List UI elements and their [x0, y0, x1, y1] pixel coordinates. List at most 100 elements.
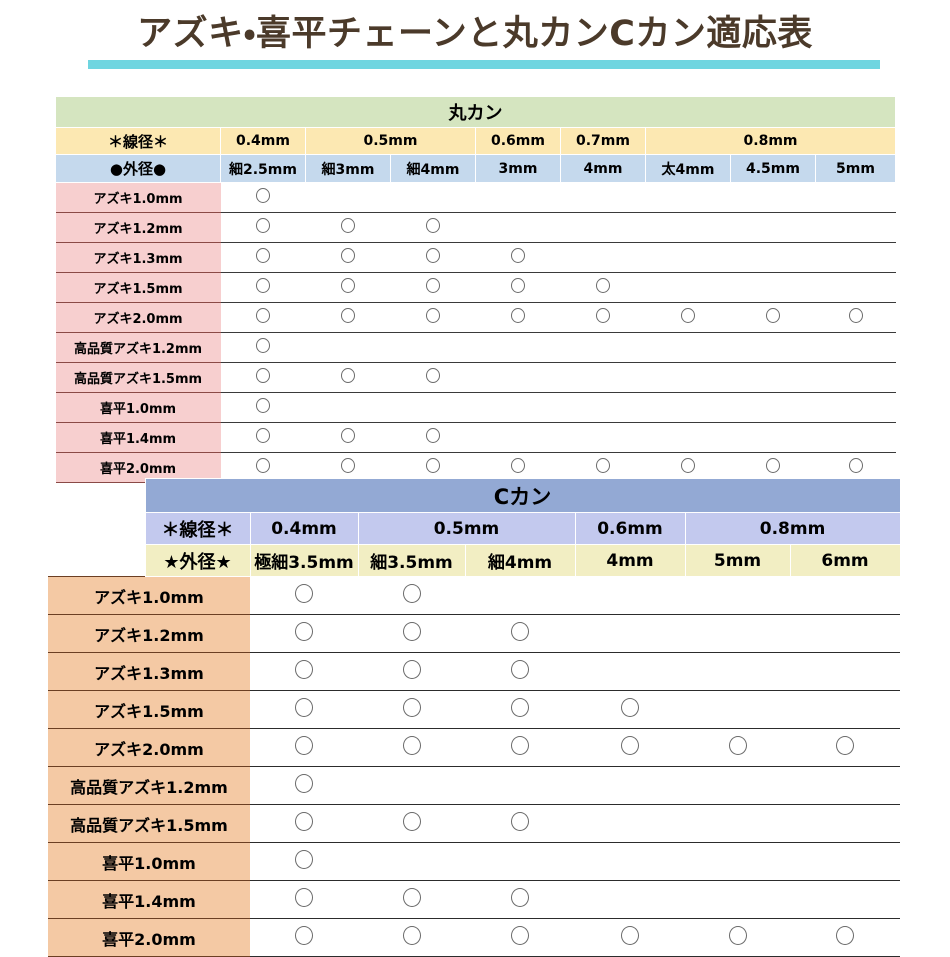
marukan-cell-r8-c5 [645, 422, 731, 453]
compatible-circle-icon [621, 698, 639, 717]
table-row: アズキ1.0mm [55, 182, 896, 213]
compatible-circle-icon [256, 218, 270, 233]
marukan-outer-diameter-2: 細4mm [390, 154, 476, 183]
compatible-circle-icon [256, 188, 270, 203]
ckan-cell-r2-c3 [575, 652, 685, 691]
table-row: アズキ1.5mm [55, 272, 896, 303]
ckan-row-label-3: アズキ1.5mm [48, 690, 250, 729]
ckan-cell-r5-c5 [790, 766, 901, 805]
ckan-wire-group-0: 0.4mm [249, 512, 359, 545]
table-row: 喜平1.4mm [55, 422, 896, 453]
table-row: アズキ1.5mm [48, 690, 901, 729]
marukan-cell-r4-c1 [305, 302, 391, 333]
ckan-cell-r7-c1 [358, 842, 465, 881]
ckan-cell-r6-c3 [575, 804, 685, 843]
ckan-wire-group-1: 0.5mm [357, 512, 576, 545]
ckan-cell-r9-c0 [250, 918, 358, 957]
compatible-circle-icon [256, 248, 270, 263]
compatible-circle-icon [295, 926, 313, 945]
marukan-cell-r1-c1 [305, 212, 391, 243]
marukan-cell-r9-c5 [645, 452, 731, 483]
compatible-circle-icon [511, 278, 525, 293]
marukan-cell-r0-c7 [815, 182, 896, 213]
compatible-circle-icon [511, 458, 525, 473]
ckan-cell-r2-c0 [250, 652, 358, 691]
compatible-circle-icon [511, 812, 529, 831]
compatible-circle-icon [728, 926, 747, 945]
ckan-row-label-0: アズキ1.0mm [48, 576, 250, 615]
ckan-cell-r5-c0 [250, 766, 358, 805]
compatible-circle-icon [341, 248, 355, 263]
ckan-cell-r1-c3 [575, 614, 685, 653]
compatible-circle-icon [295, 812, 313, 831]
ckan-cell-r3-c2 [465, 690, 575, 729]
marukan-outer-diameter-row: ●外径● 細2.5mm 細3mm 細4mm 3mm 4mm 太4mm 4.5mm 5mm [55, 154, 897, 183]
ckan-cell-r1-c4 [685, 614, 790, 653]
ckan-outer-diameter-4: 5mm [684, 544, 791, 577]
marukan-cell-r1-c6 [730, 212, 816, 243]
ckan-cell-r3-c3 [575, 690, 685, 729]
compatible-circle-icon [511, 622, 529, 641]
compatible-circle-icon [848, 308, 863, 323]
marukan-outer-diameter-0: 細2.5mm [220, 154, 306, 183]
ckan-outer-diameter-2: 細4mm [464, 544, 576, 577]
compatible-circle-icon [836, 736, 854, 755]
ckan-outer-diameter-3: 4mm [574, 544, 686, 577]
ckan-cell-r4-c2 [465, 728, 575, 767]
marukan-cell-r2-c1 [305, 242, 391, 273]
compatible-circle-icon [596, 308, 610, 323]
marukan-cell-r6-c2 [390, 362, 476, 393]
marukan-cell-r8-c1 [305, 422, 391, 453]
marukan-wire-diameter-label: ＊線径＊ [55, 127, 221, 155]
marukan-wire-diameter-row: ＊線径＊ 0.4mm 0.5mm 0.6mm 0.7mm 0.8mm [55, 127, 897, 155]
compatible-circle-icon [295, 774, 313, 793]
ckan-cell-r2-c5 [790, 652, 901, 691]
ckan-row-label-4: アズキ2.0mm [48, 728, 250, 767]
compatible-circle-icon [256, 428, 270, 443]
ckan-cell-r2-c2 [465, 652, 575, 691]
marukan-cell-r5-c2 [390, 332, 476, 363]
marukan-cell-r9-c7 [815, 452, 896, 483]
ckan-cell-r7-c4 [685, 842, 790, 881]
compatible-circle-icon [256, 368, 270, 383]
table-row: アズキ1.2mm [55, 212, 896, 243]
marukan-cell-r6-c7 [815, 362, 896, 393]
ckan-cell-r7-c3 [575, 842, 685, 881]
title-underline [88, 60, 880, 69]
compatible-circle-icon [295, 622, 313, 641]
marukan-wire-group-4: 0.8mm [644, 127, 897, 155]
marukan-cell-r5-c5 [645, 332, 731, 363]
marukan-outer-diameter-4: 4mm [560, 154, 646, 183]
marukan-cell-r3-c1 [305, 272, 391, 303]
marukan-cell-r4-c4 [560, 302, 646, 333]
ckan-row-label-7: 喜平1.0mm [48, 842, 250, 881]
ckan-cell-r3-c5 [790, 690, 901, 729]
table-row: 高品質アズキ1.5mm [48, 804, 901, 843]
ckan-group-header: Cカン [144, 478, 901, 513]
compatible-circle-icon [426, 218, 440, 233]
table-row: アズキ1.0mm [48, 576, 901, 615]
marukan-cell-r2-c0 [220, 242, 306, 273]
ckan-cell-r2-c1 [358, 652, 465, 691]
marukan-wire-group-1: 0.5mm [305, 127, 476, 155]
ckan-wire-group-3: 0.8mm [684, 512, 901, 545]
ckan-outer-diameter-5: 6mm [789, 544, 901, 577]
marukan-row-label-5: 高品質アズキ1.2mm [55, 332, 221, 363]
marukan-cell-r8-c4 [560, 422, 646, 453]
compatible-circle-icon [402, 736, 421, 755]
marukan-cell-r5-c7 [815, 332, 896, 363]
marukan-cell-r3-c5 [645, 272, 731, 303]
ckan-cell-r9-c3 [575, 918, 685, 957]
compatible-circle-icon [511, 660, 529, 679]
compatible-circle-icon [295, 888, 313, 907]
marukan-cell-r1-c2 [390, 212, 476, 243]
compatible-circle-icon [341, 458, 355, 473]
ckan-cell-r9-c4 [685, 918, 790, 957]
marukan-compatibility-table: 丸カン ＊線径＊ 0.4mm 0.5mm 0.6mm 0.7mm 0.8mm ●外径● 細2.5… [54, 96, 897, 483]
ckan-cell-r3-c1 [358, 690, 465, 729]
ckan-cell-r6-c5 [790, 804, 901, 843]
ckan-cell-r1-c2 [465, 614, 575, 653]
ckan-cell-r7-c0 [250, 842, 358, 881]
compatible-circle-icon [295, 850, 313, 869]
ckan-row-label-6: 高品質アズキ1.5mm [48, 804, 250, 843]
